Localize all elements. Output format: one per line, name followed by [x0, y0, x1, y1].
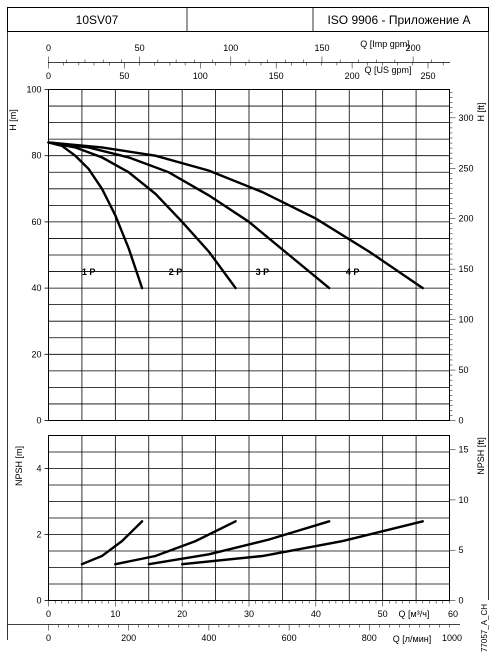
- us-gpm-axis-label: Q [US gpm]: [364, 65, 411, 75]
- top-axes: 0 50 100 150 200 0 50 100 150 200 250 Q [Imp gpm]…: [7, 31, 489, 640]
- us-gpm-axis: 0 50 100 150 200 250: [46, 62, 444, 81]
- npsh-ft-axis-label: NPSH [ft]: [476, 437, 486, 475]
- q-tick-label: 150: [269, 71, 284, 81]
- npsh-ft-axis: 0 5 10 15: [449, 445, 469, 606]
- q-tick-label: 0: [46, 609, 51, 619]
- head-grid: [48, 89, 450, 421]
- q-tick-label: 50: [135, 43, 145, 53]
- lmin-axis: 0 200 400 600 800: [46, 624, 450, 643]
- head-ft-axis-label: H [ft]: [476, 102, 486, 121]
- ft-tick-label: 50: [459, 365, 469, 375]
- ft-tick-label: 5: [459, 545, 464, 555]
- y-tick-label: 20: [31, 349, 41, 359]
- lmin-axis-label: Q [л/мин]: [393, 634, 431, 644]
- curve-label-2p: 2 P: [169, 267, 183, 277]
- m3h-axis-label: Q [м³/ч]: [399, 609, 430, 619]
- imp-gpm-axis-label: Q [Imp gpm]: [360, 39, 410, 49]
- q-tick-label: 10: [110, 609, 120, 619]
- curve-label-4p: 4 P: [346, 267, 360, 277]
- y-tick-label: 40: [31, 283, 41, 293]
- standard-title: ISO 9906 - Приложение A: [327, 13, 470, 27]
- q-tick-label: 0: [46, 633, 51, 643]
- imp-gpm-axis: 0 50 100 150 200: [46, 43, 432, 63]
- head-y-axis: 0 20 40 60 80 100: [26, 85, 49, 426]
- npsh-chart: 0 2 4 0 5 10 15 NPSH [m] NPSH [ft]: [14, 435, 486, 606]
- head-curves: [47, 141, 424, 290]
- y-tick-label: 0: [36, 596, 41, 606]
- q-tick-label: 200: [345, 71, 360, 81]
- q-tick-label: 100: [193, 71, 208, 81]
- ft-tick-label: 200: [459, 214, 474, 224]
- curve-4p: [47, 141, 424, 290]
- curve-2p: [47, 141, 237, 290]
- q-tick-label: 0: [46, 43, 51, 53]
- q-tick-label: 600: [282, 633, 297, 643]
- bottom-axes: 0 10 20 30 40 50 0 200 400 600 800 Q [м³/ч] Q [л/…: [7, 600, 489, 652]
- y-tick-label: 0: [36, 416, 41, 426]
- curve-3p: [47, 141, 331, 290]
- curve-1p: [80, 520, 144, 566]
- curve-label-3p: 3 P: [256, 267, 270, 277]
- npsh-curves: [80, 520, 424, 566]
- q-tick-label: 50: [378, 609, 388, 619]
- curve-2p: [114, 520, 237, 566]
- y-tick-label: 4: [36, 464, 41, 474]
- curve-labels: 1 P 2 P 3 P 4 P: [82, 267, 360, 277]
- lmin-axis-end-tick: 1000: [442, 633, 462, 643]
- ft-tick-label: 150: [459, 264, 474, 274]
- ft-tick-label: 100: [459, 315, 474, 325]
- npsh-y-axis-label: NPSH [m]: [14, 446, 24, 486]
- model-title: 10SV07: [76, 13, 119, 27]
- q-tick-label: 30: [244, 609, 254, 619]
- curve-1p: [47, 141, 144, 290]
- q-tick-label: 100: [223, 43, 238, 53]
- q-tick-label: 50: [119, 71, 129, 81]
- y-tick-label: 80: [31, 151, 41, 161]
- ft-tick-label: 0: [459, 596, 464, 606]
- ft-tick-label: 300: [459, 113, 474, 123]
- m3h-axis-end-tick: 60: [448, 609, 458, 619]
- q-tick-label: 40: [311, 609, 321, 619]
- q-tick-label: 400: [201, 633, 216, 643]
- q-tick-label: 0: [46, 71, 51, 81]
- head-ft-axis: 0 50 100 150 200 250 300: [449, 92, 474, 426]
- head-y-axis-label: H [m]: [8, 109, 18, 131]
- m3h-axis: 0 10 20 30 40 50: [46, 600, 450, 619]
- q-tick-label: 800: [362, 633, 377, 643]
- q-tick-label: 200: [121, 633, 136, 643]
- ft-tick-label: 15: [459, 445, 469, 455]
- q-tick-label: 20: [177, 609, 187, 619]
- drawing-code: 77057_A_CH: [480, 604, 489, 652]
- q-tick-label: 150: [314, 43, 329, 53]
- npsh-y-axis: 0 2 4: [36, 464, 49, 606]
- ft-tick-label: 0: [459, 416, 464, 426]
- curve-4p: [180, 520, 424, 566]
- q-tick-label: 250: [420, 71, 435, 81]
- head-chart: 0 20 40 60 80 100 0 50 100 150 200 250 300 H [m] H …: [8, 85, 486, 426]
- ft-tick-label: 250: [459, 163, 474, 173]
- npsh-grid: [48, 435, 450, 601]
- curve-label-1p: 1 P: [82, 267, 96, 277]
- ft-tick-label: 10: [459, 495, 469, 505]
- curve-3p: [147, 520, 331, 566]
- y-tick-label: 60: [31, 217, 41, 227]
- y-tick-label: 2: [36, 530, 41, 540]
- header-box: 10SV07 ISO 9906 - Приложение A: [7, 7, 489, 32]
- q-tick-label: 200: [406, 43, 421, 53]
- y-tick-label: 100: [26, 85, 41, 95]
